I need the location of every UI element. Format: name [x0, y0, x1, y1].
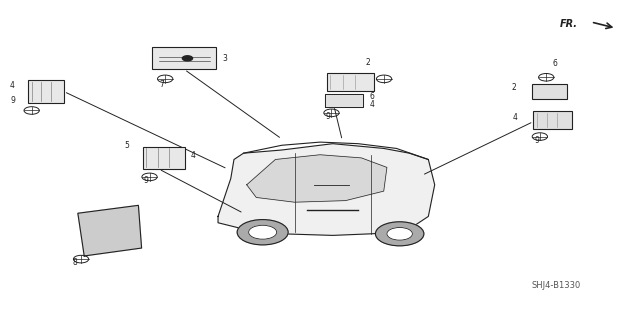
- Circle shape: [248, 225, 276, 239]
- Text: 6: 6: [370, 92, 374, 100]
- Text: SHJ4-B1330: SHJ4-B1330: [531, 281, 580, 291]
- Text: 4: 4: [10, 81, 15, 90]
- Circle shape: [182, 56, 193, 61]
- Text: 4: 4: [191, 151, 196, 160]
- Text: 3: 3: [223, 54, 227, 63]
- Text: 6: 6: [552, 59, 557, 68]
- Text: FR.: FR.: [560, 19, 578, 28]
- Text: 9: 9: [534, 136, 539, 145]
- Bar: [143, 147, 184, 169]
- Text: 8: 8: [72, 258, 77, 267]
- Polygon shape: [218, 144, 435, 235]
- Circle shape: [237, 219, 288, 245]
- Text: 1: 1: [117, 238, 122, 247]
- Polygon shape: [325, 94, 364, 107]
- Polygon shape: [78, 205, 141, 256]
- Text: 2: 2: [511, 83, 516, 92]
- Text: 2: 2: [365, 58, 371, 67]
- Bar: [532, 84, 567, 100]
- Text: 9: 9: [144, 176, 148, 185]
- FancyBboxPatch shape: [152, 47, 216, 69]
- Circle shape: [376, 222, 424, 246]
- Bar: [326, 73, 374, 91]
- Circle shape: [387, 227, 412, 240]
- Polygon shape: [246, 155, 387, 202]
- Text: 7: 7: [159, 80, 164, 89]
- Bar: [534, 111, 572, 129]
- Text: 9: 9: [10, 96, 15, 105]
- Bar: [28, 80, 63, 103]
- Text: 5: 5: [125, 141, 130, 151]
- Text: 4: 4: [513, 113, 518, 122]
- Text: 4: 4: [370, 100, 374, 108]
- Text: 9: 9: [326, 112, 331, 121]
